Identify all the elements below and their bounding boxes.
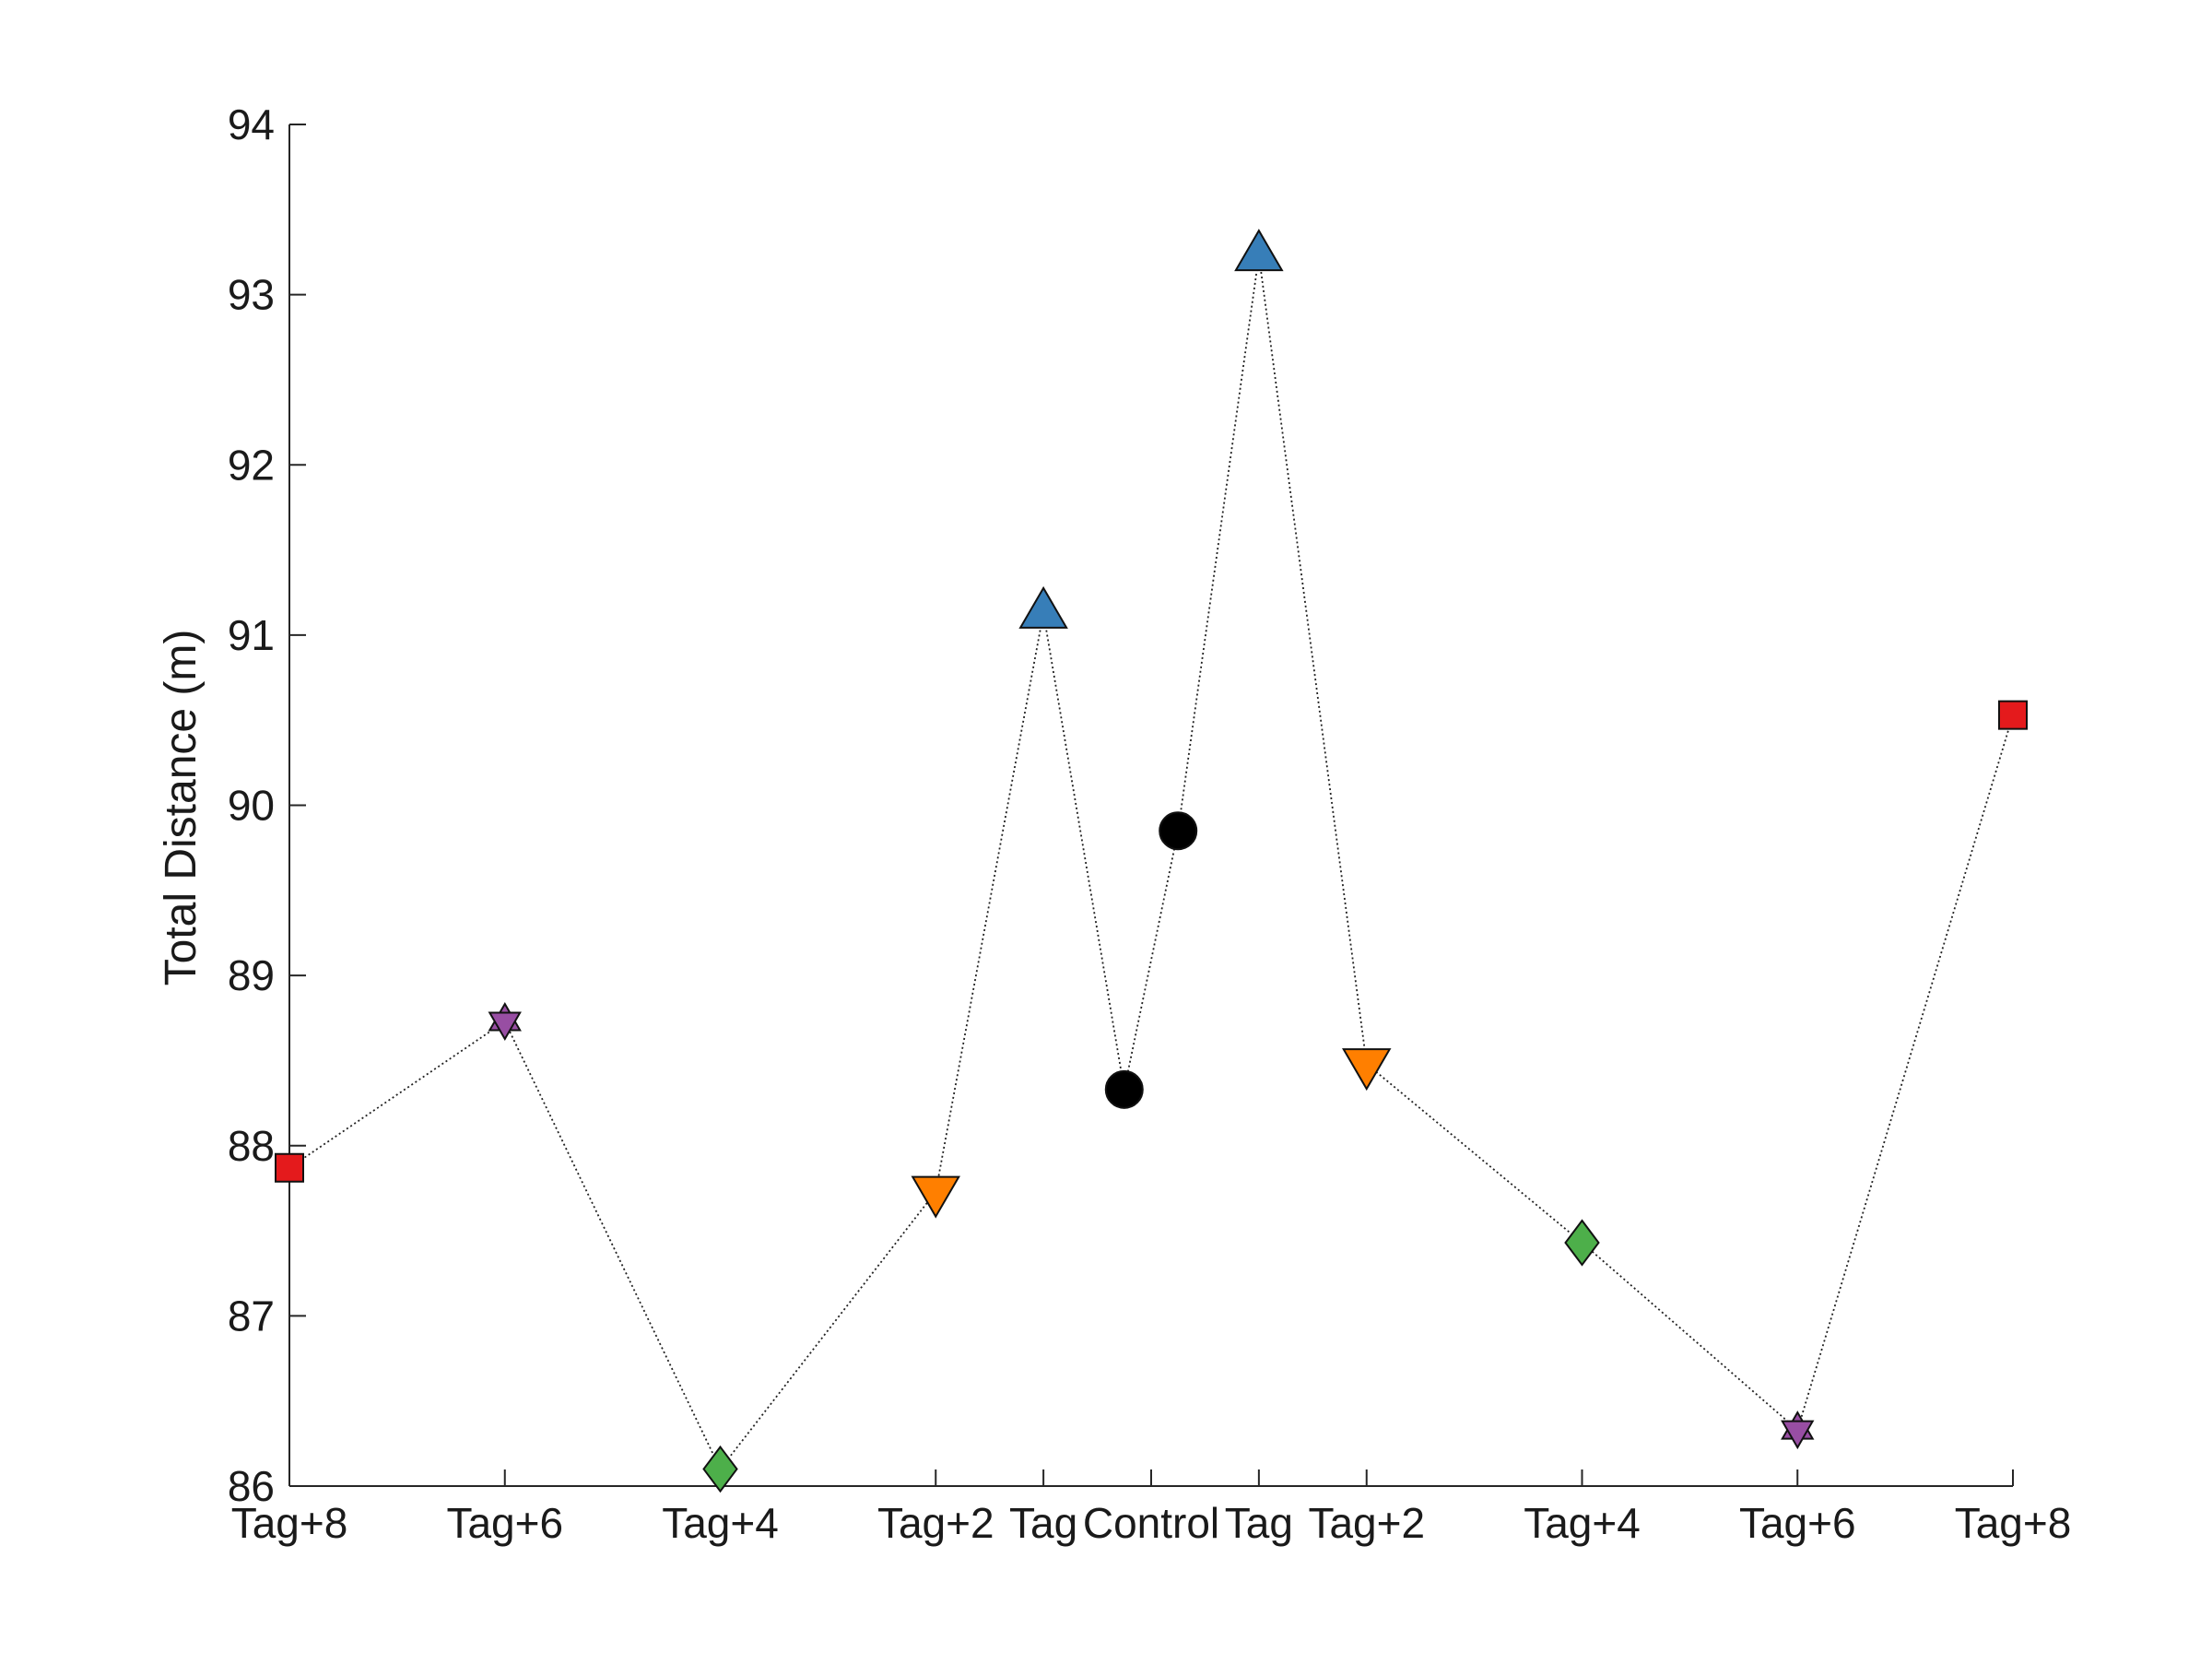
y-tick-label: 91 [228,611,275,659]
marker-group [275,229,2028,1493]
x-tick-label: Tag+6 [1739,1499,1856,1547]
y-tick-label: 93 [228,271,275,319]
data-point-hexagram [488,1001,522,1042]
circle-marker [1104,1069,1144,1109]
series-line [288,255,2014,1471]
x-tick-label: Tag+4 [1524,1499,1641,1547]
x-tick-label: Tag+8 [231,1499,348,1547]
y-tick-label: 87 [228,1292,275,1339]
x-tick-label: Tag [1225,1499,1293,1547]
diamond-marker [702,1445,738,1493]
axes: 86 87 88 89 90 91 92 93 94 Tag+8 Tag+6 Tag+4 Tag+2 Ta… [228,100,2071,1547]
x-tick-label: Tag+4 [662,1499,779,1547]
diamond-marker [1564,1219,1600,1267]
x-tick-label: Tag+8 [1955,1499,2072,1547]
triangle-up-marker [1018,585,1068,629]
x-tick-label: Tag+6 [446,1499,563,1547]
x-tick-label: Control [1083,1499,1219,1547]
data-point-circle [1104,1069,1144,1109]
y-tick-label: 88 [228,1122,275,1170]
y-tick-label: 86 [228,1462,275,1510]
x-tick-label: Tag+2 [1308,1499,1425,1547]
data-point-square [1998,700,2028,730]
y-tick-label: 94 [228,100,275,148]
data-point-triangle-down [911,1175,960,1219]
square-marker [1998,700,2028,730]
triangle-down-marker [1342,1048,1392,1092]
data-point-circle [1159,811,1198,851]
y-tick-label: 92 [228,441,275,489]
data-point-triangle-down [1342,1048,1392,1092]
circle-marker [1159,811,1198,851]
data-point-triangle-up [1234,229,1284,272]
y-tick-label: 90 [228,782,275,830]
data-point-triangle-up [1018,585,1068,629]
data-point-hexagram [1781,1410,1815,1450]
y-tick-label: 89 [228,951,275,999]
hexagram-marker [488,1011,522,1042]
hexagram-marker [1781,1420,1815,1450]
x-tick-label: Tag+2 [877,1499,994,1547]
data-point-diamond [702,1445,738,1493]
series-line-group [288,255,2014,1471]
triangle-down-marker [911,1175,960,1219]
y-axis-label: Total Distance (m) [157,630,206,986]
triangle-up-marker [1234,229,1284,272]
data-point-diamond [1564,1219,1600,1267]
square-marker [275,1152,304,1183]
x-tick-label: Tag [1009,1499,1077,1547]
data-point-square [275,1152,304,1183]
